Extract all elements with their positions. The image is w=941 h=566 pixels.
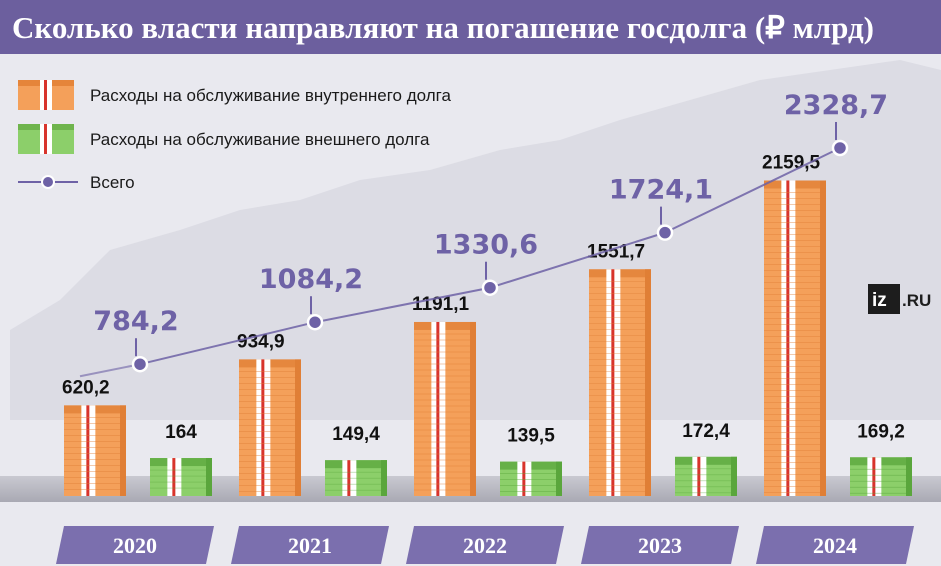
- label-external-2023: 172,4: [682, 421, 730, 442]
- label-external-2022: 139,5: [507, 426, 555, 447]
- chart-title: Сколько власти направляют на погашение г…: [12, 10, 874, 45]
- iz-logo: iz .RU: [868, 284, 931, 314]
- bar-external-2020: [150, 458, 212, 496]
- bar-domestic-2023: [589, 269, 651, 496]
- total-label-2021: 1084,2: [259, 264, 363, 295]
- total-segment: [314, 286, 491, 324]
- total-segment-lead: [79, 363, 141, 378]
- legend: Расходы на обслуживание внутреннего долг…: [18, 80, 451, 192]
- label-external-2024: 169,2: [857, 421, 905, 442]
- year-label-2023: 2023: [638, 533, 682, 558]
- label-domestic-2023: 1551,7: [587, 241, 645, 262]
- map-silhouette: [10, 60, 941, 420]
- total-point-2024: [831, 139, 849, 157]
- legend-external-label: Расходы на обслуживание внешнего долга: [90, 130, 430, 149]
- logo-domain: .RU: [902, 291, 931, 310]
- bar-domestic-2021: [239, 359, 301, 496]
- total-label-2024: 2328,7: [784, 90, 888, 121]
- total-label-2022: 1330,6: [434, 230, 538, 261]
- logo-mark: iz: [872, 290, 887, 311]
- legend-total-label: Всего: [90, 173, 135, 192]
- bar-domestic-2024: [764, 180, 826, 496]
- year-box-2021: 2021: [231, 526, 389, 564]
- legend-external-swatch: [18, 124, 74, 154]
- year-box-2024: 2024: [756, 526, 914, 564]
- chart-marks: 620,2 164 2020 934,9 149,4 2021 1191,1 139,5 202…: [56, 90, 914, 564]
- total-point-2020: [131, 355, 149, 373]
- label-domestic-2024: 2159,5: [762, 152, 821, 173]
- total-segment: [139, 321, 316, 366]
- total-point-2021: [306, 313, 324, 331]
- year-label-2020: 2020: [113, 533, 157, 558]
- total-line: [79, 147, 841, 378]
- label-external-2020: 164: [165, 422, 197, 443]
- total-segment: [664, 147, 841, 234]
- year-box-2023: 2023: [581, 526, 739, 564]
- total-point-2023: [656, 224, 674, 241]
- bar-external-2022: [500, 461, 562, 496]
- year-box-2020: 2020: [56, 526, 214, 564]
- legend-domestic-label: Расходы на обслуживание внутреннего долг…: [90, 86, 451, 105]
- title-bar: [0, 0, 941, 54]
- total-segment: [489, 231, 666, 289]
- total-label-2020: 784,2: [93, 306, 178, 337]
- label-domestic-2021: 934,9: [237, 331, 285, 352]
- label-domestic-2022: 1191,1: [412, 294, 469, 315]
- bar-domestic-2020: [64, 405, 126, 496]
- total-label-2023: 1724,1: [609, 175, 713, 206]
- year-label-2024: 2024: [813, 533, 857, 558]
- legend-total-swatch: [18, 175, 78, 189]
- label-domestic-2020: 620,2: [62, 377, 110, 398]
- legend-domestic-swatch: [18, 80, 74, 110]
- bar-external-2024: [850, 457, 912, 496]
- bar-external-2021: [325, 460, 387, 496]
- bar-domestic-2022: [414, 321, 476, 496]
- bar-external-2023: [675, 456, 737, 496]
- year-label-2022: 2022: [463, 533, 507, 558]
- label-external-2021: 149,4: [332, 424, 380, 445]
- total-point-2022: [481, 279, 499, 296]
- year-box-2022: 2022: [406, 526, 564, 564]
- year-label-2021: 2021: [288, 533, 332, 558]
